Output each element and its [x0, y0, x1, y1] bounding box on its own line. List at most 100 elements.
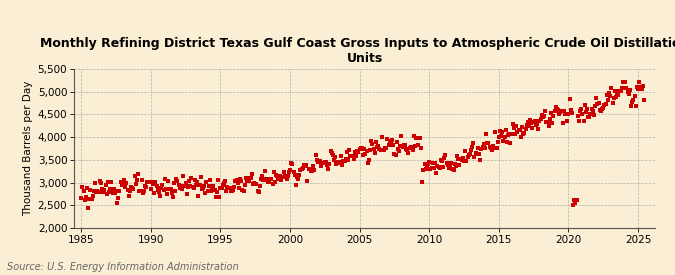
Point [529, 119, 540, 123]
Point [207, 185, 218, 189]
Point [324, 161, 335, 166]
Point [529, 120, 539, 124]
Point [182, 185, 193, 189]
Point [516, 135, 526, 139]
Point [390, 152, 401, 157]
Point [145, 187, 156, 192]
Point [485, 146, 496, 151]
Point [141, 185, 152, 189]
Point [384, 138, 395, 143]
Title: Monthly Refining District Texas Gulf Coast Gross Inputs to Atmospheric Crude Oil: Monthly Refining District Texas Gulf Coa… [40, 37, 675, 65]
Point [97, 187, 107, 191]
Point [505, 141, 516, 145]
Point [329, 158, 340, 162]
Point [484, 145, 495, 150]
Point [372, 145, 383, 149]
Point [271, 173, 281, 177]
Point [476, 147, 487, 151]
Point [224, 186, 235, 190]
Point [524, 117, 535, 122]
Point [332, 160, 343, 165]
Point [369, 151, 380, 155]
Point [545, 117, 556, 121]
Point [331, 162, 342, 167]
Point [580, 109, 591, 114]
Point [85, 188, 96, 192]
Point [550, 105, 561, 109]
Point [434, 166, 445, 170]
Point [367, 142, 378, 146]
Point [333, 160, 344, 164]
Point [395, 144, 406, 148]
Point [146, 180, 157, 184]
Point [441, 161, 452, 165]
Point [479, 145, 490, 150]
Point [614, 89, 625, 94]
Point [174, 185, 185, 190]
Point [387, 138, 398, 142]
Point [426, 166, 437, 170]
Point [541, 120, 551, 124]
Point [498, 138, 509, 143]
Point [375, 148, 386, 153]
Point [248, 181, 259, 186]
Point [113, 196, 124, 200]
Point [469, 155, 480, 159]
Point [99, 187, 110, 192]
Point [470, 151, 481, 155]
Point [410, 144, 421, 148]
Point [489, 145, 500, 150]
Point [83, 205, 94, 210]
Point [392, 139, 402, 144]
Point [196, 187, 207, 191]
Point [290, 183, 301, 187]
Point [364, 148, 375, 152]
Point [455, 157, 466, 161]
Point [622, 90, 633, 94]
Point [180, 180, 191, 185]
Point [403, 151, 414, 155]
Point [216, 186, 227, 190]
Point [506, 131, 517, 136]
Point [124, 189, 135, 193]
Point [345, 154, 356, 158]
Point [587, 109, 598, 113]
Point [537, 115, 548, 119]
Point [579, 103, 590, 107]
Point [595, 108, 605, 112]
Point [173, 182, 184, 187]
Point [269, 180, 280, 184]
Point [306, 169, 317, 173]
Point [603, 98, 614, 102]
Point [171, 176, 182, 181]
Point [524, 124, 535, 128]
Point [519, 131, 530, 135]
Point [142, 180, 153, 184]
Point [114, 189, 125, 194]
Point [492, 140, 503, 144]
Point [240, 176, 251, 180]
Point [450, 164, 461, 169]
Point [371, 140, 381, 145]
Point [203, 184, 214, 189]
Point [300, 164, 310, 168]
Point [445, 164, 456, 168]
Point [88, 189, 99, 194]
Point [466, 145, 477, 149]
Point [562, 118, 572, 123]
Point [143, 179, 154, 184]
Point [533, 127, 543, 131]
Point [158, 187, 169, 192]
Point [259, 169, 270, 174]
Point [543, 124, 554, 128]
Point [577, 111, 588, 116]
Point [571, 197, 582, 202]
Point [327, 153, 338, 157]
Point [264, 180, 275, 184]
Point [156, 186, 167, 191]
Point [165, 187, 176, 191]
Point [313, 160, 323, 164]
Point [624, 87, 635, 92]
Point [616, 86, 627, 90]
Point [169, 181, 180, 186]
